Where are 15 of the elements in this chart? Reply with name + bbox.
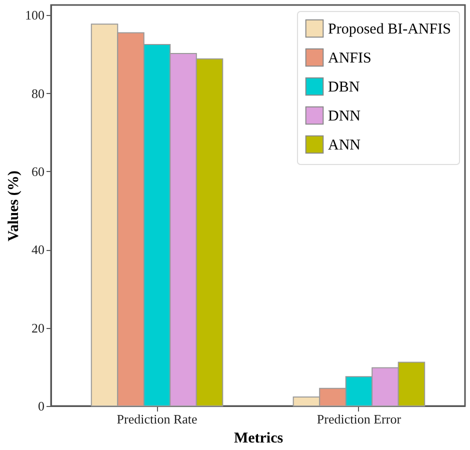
y-axis-title: Values (%) [6,170,22,242]
x-tick-label: Prediction Rate [116,412,198,426]
x-tick-label: Prediction Error [316,412,402,426]
legend-label: ANN [328,138,361,154]
y-tick-label: 40 [32,242,44,258]
y-tick-label: 80 [32,86,44,101]
y-tick-label: 0 [38,398,44,414]
y-tick-label: 20 [32,320,44,336]
legend-label: Proposed BI-ANFIS [328,22,451,38]
y-tick-label: 100 [25,8,44,23]
y-tick-label: 60 [32,164,44,179]
legend-label: ANFIS [328,50,372,66]
x-axis-title: Metrics [234,430,284,446]
legend-label: DBN [328,80,360,96]
legend-label: DNN [328,108,361,124]
